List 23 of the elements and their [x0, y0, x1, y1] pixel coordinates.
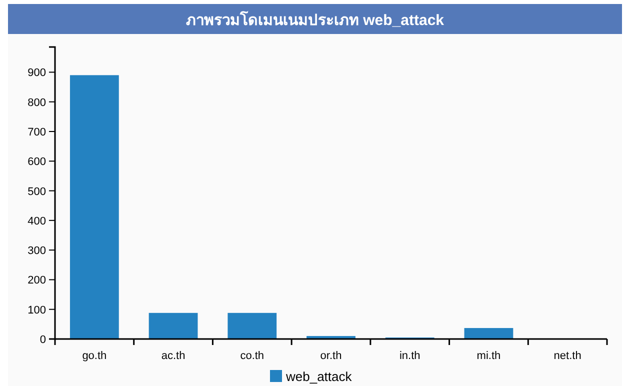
bar [228, 312, 277, 339]
chart-title: ภาพรวมโดเมนเนมประเภท web_attack [186, 10, 445, 29]
bar [148, 312, 198, 339]
bar [70, 75, 119, 339]
x-tick-label: ac.th [161, 350, 186, 362]
y-tick-label: 600 [28, 156, 46, 168]
x-tick-label: in.th [399, 350, 420, 362]
y-tick-label: 0 [40, 334, 46, 346]
y-tick-label: 100 [28, 304, 46, 316]
y-tick-label: 800 [28, 96, 46, 109]
x-tick-label: go.th [82, 350, 107, 362]
x-tick-label: or.th [320, 350, 342, 362]
y-tick-label: 900 [28, 67, 46, 80]
y-tick-label: 300 [28, 245, 46, 258]
x-tick-label: mi.th [476, 350, 501, 362]
y-tick-label: 200 [28, 274, 46, 287]
y-tick-label: 400 [28, 215, 46, 228]
y-tick-label: 700 [28, 126, 46, 138]
x-tick-label: co.th [240, 350, 264, 362]
bar [464, 328, 514, 339]
legend-label: web_attack [285, 369, 352, 384]
y-tick-label: 500 [28, 186, 46, 198]
x-tick-label: net.th [554, 350, 582, 362]
